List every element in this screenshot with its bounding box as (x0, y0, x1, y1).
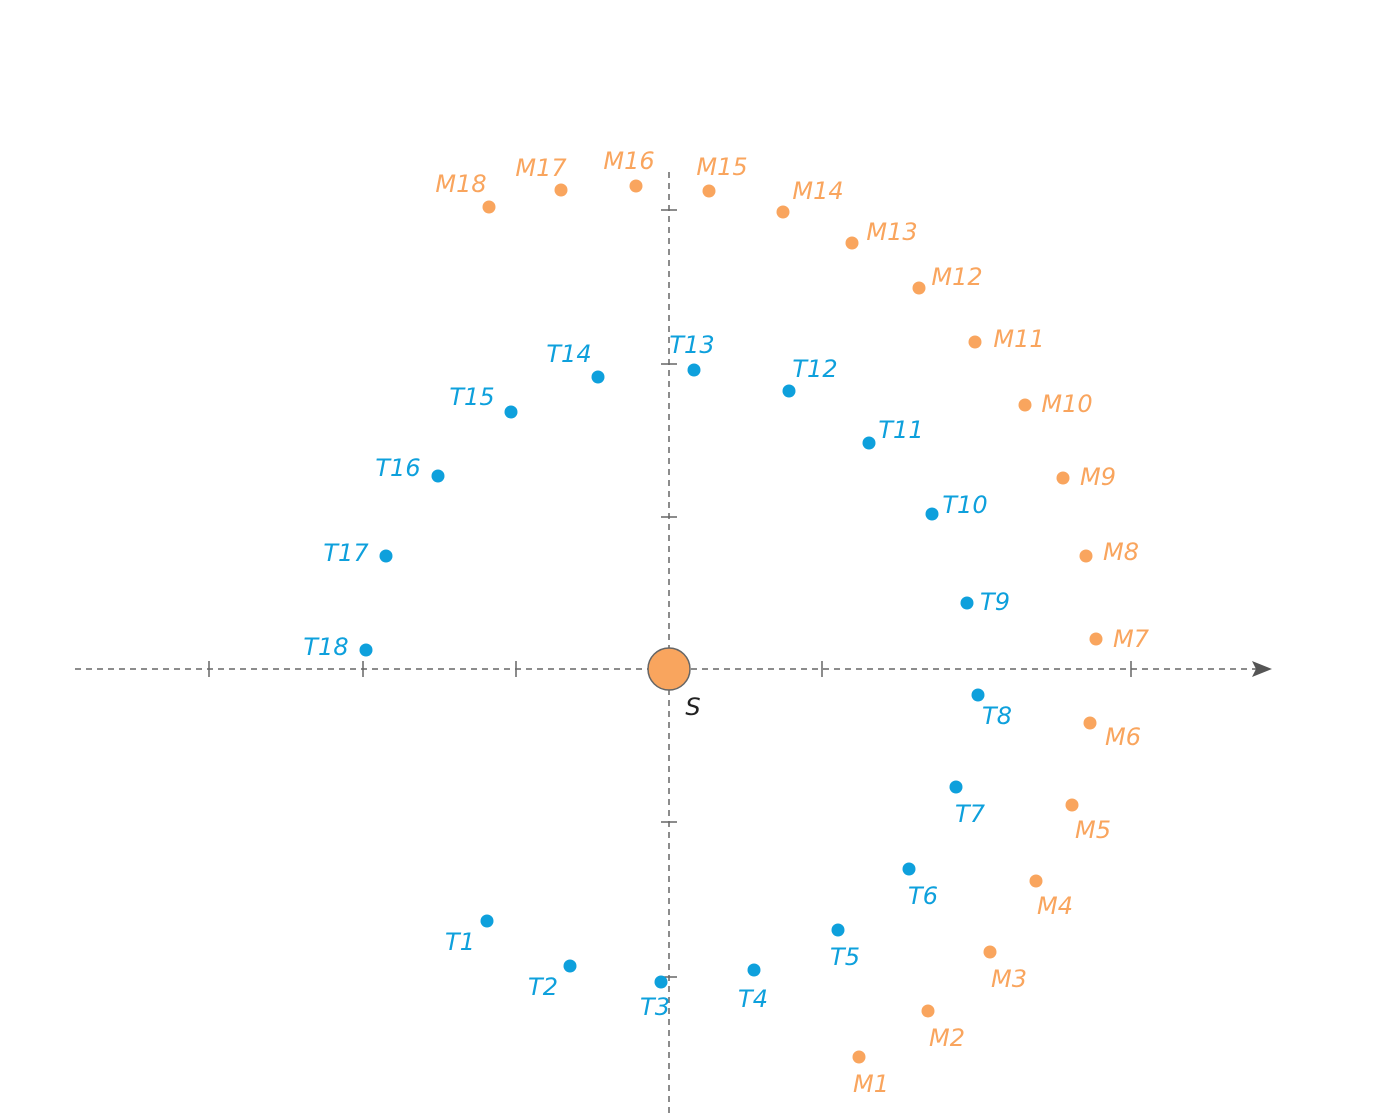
outer-point (629, 179, 643, 193)
center-label: S (685, 693, 700, 721)
inner-point (925, 507, 939, 521)
outer-label: M8 (1103, 538, 1139, 566)
inner-point (971, 688, 985, 702)
outer-label: M14 (792, 177, 843, 205)
outer-point (1089, 632, 1103, 646)
inner-label: T6 (908, 882, 938, 910)
inner-label: T5 (830, 943, 860, 971)
inner-label: T1 (445, 928, 475, 956)
outer-label: M1 (853, 1070, 889, 1098)
outer-point (845, 236, 859, 250)
inner-point (747, 963, 761, 977)
inner-label: T2 (528, 973, 558, 1001)
outer-point (1018, 398, 1032, 412)
inner-point (379, 549, 393, 563)
outer-label: M6 (1105, 723, 1141, 751)
outer-point (482, 200, 496, 214)
inner-label: T14 (546, 340, 591, 368)
inner-label: T11 (878, 416, 923, 444)
outer-label: M17 (515, 154, 567, 182)
center-body (647, 647, 691, 691)
inner-point (782, 384, 796, 398)
inner-label: T4 (738, 985, 768, 1013)
outer-label: M2 (929, 1024, 965, 1052)
outer-label: M11 (993, 325, 1044, 353)
outer-label: M7 (1113, 625, 1150, 653)
inner-point (654, 975, 668, 989)
outer-point (1056, 471, 1070, 485)
inner-point (949, 780, 963, 794)
inner-point (687, 363, 701, 377)
inner-point (831, 923, 845, 937)
outer-label: M9 (1080, 463, 1116, 491)
inner-label: T17 (323, 539, 369, 567)
inner-point (902, 862, 916, 876)
inner-point (480, 914, 494, 928)
inner-point (591, 370, 605, 384)
outer-point (912, 281, 926, 295)
outer-point (1065, 798, 1079, 812)
inner-label: T3 (640, 993, 670, 1021)
inner-point (504, 405, 518, 419)
outer-label: M5 (1075, 816, 1111, 844)
outer-label: M12 (931, 263, 982, 291)
inner-point (563, 959, 577, 973)
outer-point (1029, 874, 1043, 888)
outer-label: M16 (603, 147, 654, 175)
inner-label: T8 (982, 702, 1012, 730)
outer-point (702, 184, 716, 198)
outer-label: M4 (1037, 892, 1073, 920)
outer-label: M3 (991, 965, 1027, 993)
inner-label: T7 (955, 800, 986, 828)
outer-label: M18 (435, 170, 486, 198)
outer-point (968, 335, 982, 349)
outer-point (1079, 549, 1093, 563)
outer-point (776, 205, 790, 219)
inner-point (431, 469, 445, 483)
inner-label: T15 (449, 383, 494, 411)
inner-label: T12 (792, 355, 837, 383)
inner-label: T10 (942, 491, 987, 519)
outer-point (983, 945, 997, 959)
x-axis-arrow (1252, 661, 1272, 677)
inner-label: T13 (669, 331, 714, 359)
inner-point (960, 596, 974, 610)
inner-label: T16 (375, 454, 420, 482)
inner-point (862, 436, 876, 450)
outer-label: M15 (696, 153, 747, 181)
outer-label: M13 (866, 218, 917, 246)
outer-point (1083, 716, 1097, 730)
inner-label: T18 (303, 633, 348, 661)
inner-point (359, 643, 373, 657)
outer-point (921, 1004, 935, 1018)
outer-point (852, 1050, 866, 1064)
outer-label: M10 (1041, 390, 1092, 418)
outer-point (554, 183, 568, 197)
inner-label: T9 (980, 588, 1010, 616)
